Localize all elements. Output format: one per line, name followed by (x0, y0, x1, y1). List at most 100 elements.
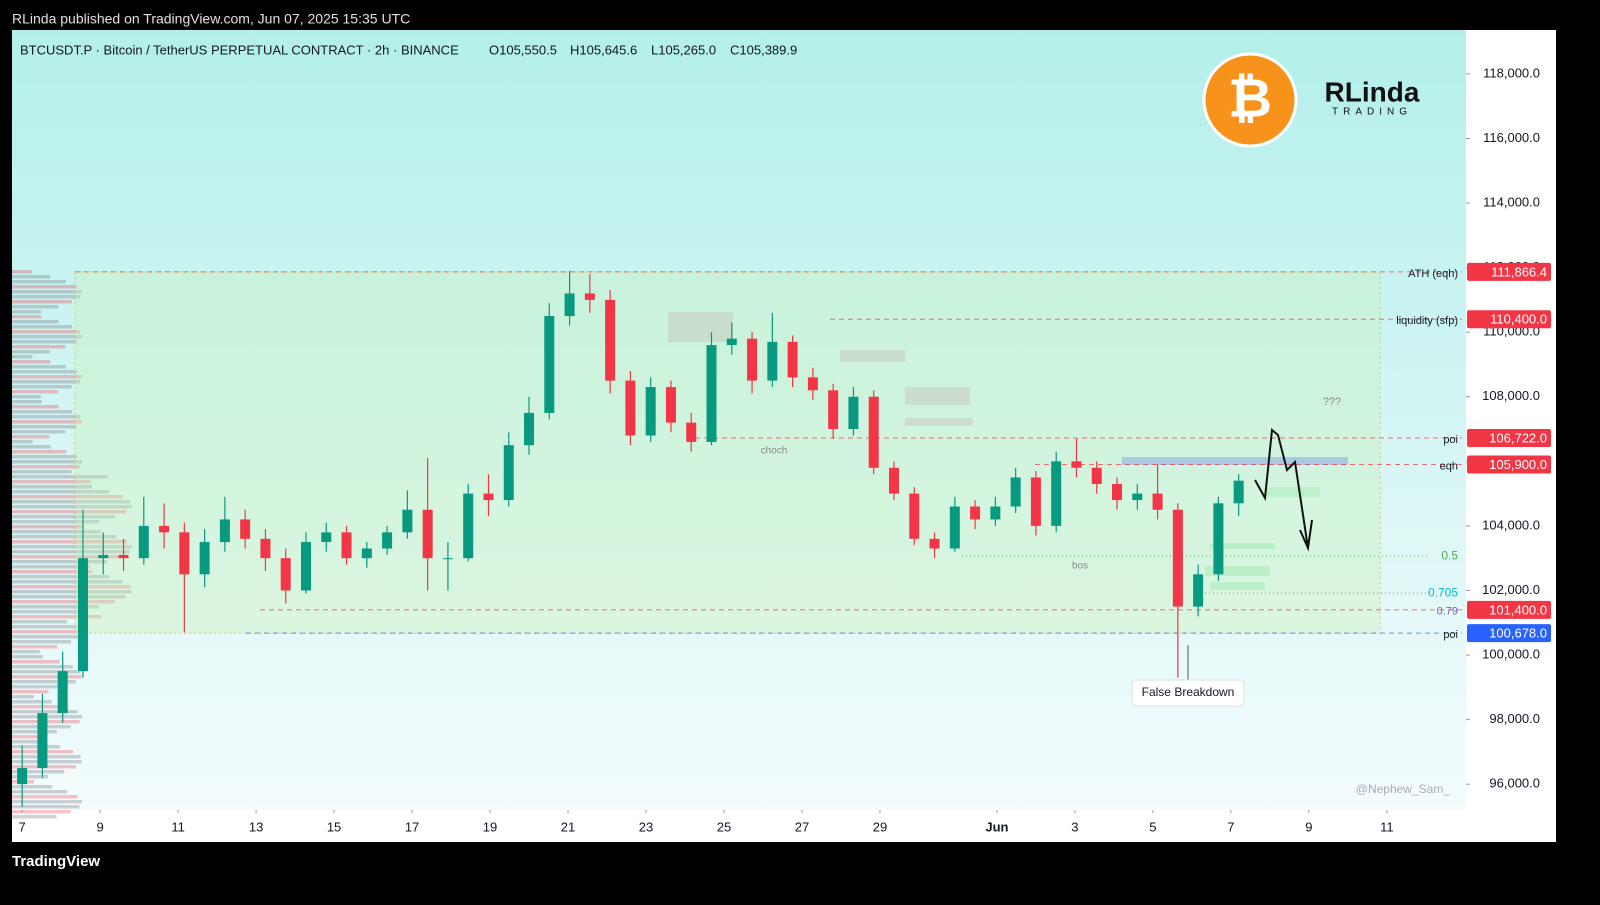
y-tick-label: 98,000.0 (1489, 711, 1540, 726)
volume-profile-bar (12, 770, 65, 774)
candle-body (1010, 477, 1021, 507)
candle-body (706, 345, 717, 442)
candle-body (1172, 509, 1183, 607)
candle-body (949, 506, 960, 549)
level-price-label: 106,722.0 (1489, 430, 1547, 445)
volume-profile-bar (12, 380, 80, 384)
y-tick-label: 104,000.0 (1482, 517, 1540, 532)
x-tick-label: 21 (561, 819, 575, 834)
volume-profile-bar (12, 645, 58, 649)
candle-body (767, 341, 778, 381)
zone-box (1122, 457, 1348, 465)
volume-profile-bar (12, 575, 110, 579)
level-price-label: 111,866.4 (1491, 264, 1547, 279)
candle-body (179, 532, 190, 575)
volume-profile-bar (12, 270, 32, 274)
volume-profile-bar (12, 470, 72, 474)
volume-profile-bar (12, 295, 81, 299)
level-price-box (1467, 429, 1551, 448)
zone-box (905, 418, 973, 426)
level-price-label: 110,400.0 (1490, 312, 1547, 327)
candle-body (138, 525, 149, 559)
volume-profile-bar (12, 535, 117, 539)
ohlc-open: O105,550.5 (489, 42, 557, 57)
volume-profile-bar (12, 420, 82, 424)
x-tick-label: 15 (327, 819, 341, 834)
x-tick-label: 3 (1071, 819, 1078, 834)
candle-body (888, 467, 899, 494)
volume-profile-bar (12, 400, 42, 404)
x-tick-label: 23 (639, 819, 653, 834)
volume-profile-bar (12, 540, 128, 544)
fib-label: 0.705 (1428, 585, 1458, 599)
volume-profile-bar (12, 605, 99, 609)
volume-profile-bar (12, 305, 59, 309)
candle-body (382, 532, 393, 549)
level-name: eqh (1440, 460, 1458, 472)
volume-profile-bar (12, 635, 80, 639)
x-tick-label: 13 (249, 819, 263, 834)
level-price-box (1467, 624, 1551, 643)
zone-box (840, 350, 905, 362)
symbol-line: BTCUSDT.P · Bitcoin / TetherUS PERPETUAL… (20, 42, 459, 57)
candle-body (260, 538, 271, 559)
volume-profile-bar (12, 360, 51, 364)
volume-profile-bar (12, 370, 77, 374)
bitcoin-symbol: ₿ (1228, 68, 1272, 128)
candle-body (98, 554, 109, 559)
volume-profile-bar (12, 735, 40, 739)
volume-profile-bar (12, 480, 91, 484)
ohlc-close: C105,389.9 (730, 42, 797, 57)
x-tick-label: 11 (171, 819, 185, 834)
volume-profile-bar (12, 315, 42, 319)
volume-profile-bar (12, 455, 78, 459)
volume-profile-bar (12, 675, 82, 679)
volume-profile-bar (12, 350, 50, 354)
x-tick-label: 17 (405, 819, 419, 834)
level-price-box (1467, 310, 1551, 329)
volume-profile-bar (12, 390, 58, 394)
volume-profile-bar (12, 670, 81, 674)
published-line: RLinda published on TradingView.com, Jun… (12, 11, 410, 27)
annotation: False Breakdown (1142, 685, 1235, 699)
ohlc-high: H105,645.6 (570, 42, 637, 57)
x-tick-label: 29 (873, 819, 887, 834)
volume-profile-bar (12, 685, 65, 689)
volume-profile-bar (12, 450, 67, 454)
volume-profile-bar (12, 545, 132, 549)
volume-profile-bar (12, 345, 66, 349)
candle-body (524, 412, 535, 446)
volume-profile-bar (12, 565, 91, 569)
volume-profile-bar (12, 280, 66, 284)
volume-profile-bar (12, 525, 84, 529)
candle-body (361, 548, 372, 559)
level-name: poi (1443, 629, 1458, 641)
volume-profile-bar (12, 495, 123, 499)
fib-label: 0.5 (1441, 548, 1458, 562)
volume-profile-bar (12, 300, 72, 304)
candle-body (77, 558, 88, 672)
candle-body (321, 532, 332, 543)
candle-body (463, 493, 474, 559)
volume-profile-bar (12, 650, 40, 654)
footer-brand: TradingView (12, 853, 100, 870)
candle-body (726, 338, 737, 346)
level-name: liquidity (sfp) (1396, 315, 1458, 327)
candle-body (300, 542, 311, 591)
volume-profile-bar (12, 365, 66, 369)
zone-box (1210, 543, 1275, 549)
candle-body (929, 538, 940, 549)
volume-profile-bar (12, 460, 82, 464)
candle-body (240, 519, 251, 539)
candle-body (605, 299, 616, 381)
y-tick-label: 118,000.0 (1483, 65, 1540, 80)
volume-profile-bar (12, 415, 81, 419)
candle-body (483, 493, 494, 501)
volume-profile-bar (12, 665, 73, 669)
candle-body (564, 293, 575, 317)
footer-bar (0, 842, 1600, 900)
candle-body (402, 509, 413, 533)
volume-profile-bar (12, 490, 110, 494)
candle-body (1132, 493, 1143, 501)
candle-body (199, 542, 210, 575)
